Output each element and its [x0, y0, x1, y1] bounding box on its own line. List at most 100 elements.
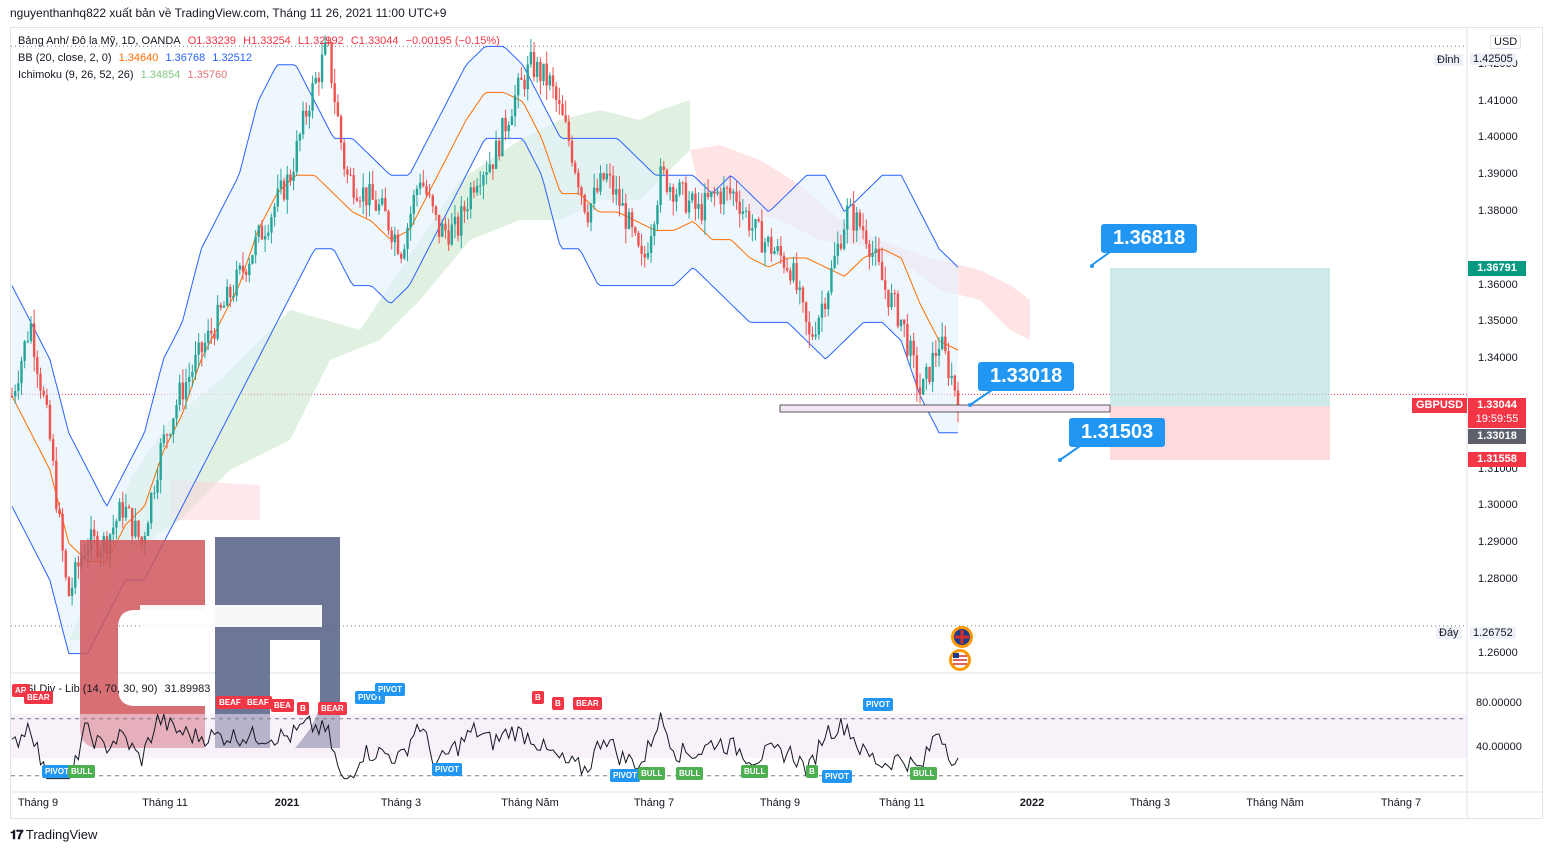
legend-symbol[interactable]: Bảng Anh/ Đô la Mỹ, 1D, OANDA — [18, 35, 181, 47]
candle-body — [684, 182, 688, 213]
candle-body — [716, 191, 719, 194]
candle-body — [691, 193, 694, 201]
candle-body — [865, 230, 868, 244]
candle-body — [343, 142, 346, 170]
candle-body — [406, 227, 409, 250]
price-tick: 1.40000 — [1478, 131, 1518, 144]
candle-body — [415, 188, 419, 195]
candle-body — [42, 390, 45, 396]
legend-ichimoku[interactable]: Ichimoku (9, 26, 52, 26) 1.34854 1.35760 — [18, 69, 231, 81]
candle-body — [17, 383, 20, 391]
candle-body — [811, 334, 814, 337]
candle-body — [409, 213, 412, 228]
candle-body — [194, 354, 197, 372]
candle-body — [912, 340, 915, 356]
entry-range-box[interactable] — [779, 404, 1111, 413]
currency-label[interactable]: USD — [1490, 35, 1522, 49]
take-profit-zone[interactable] — [1110, 268, 1330, 406]
candle-body — [339, 116, 343, 143]
candle-body — [380, 197, 384, 205]
candle-body — [308, 110, 311, 117]
candle-body — [317, 77, 321, 83]
candle-body — [39, 373, 42, 391]
price-tick: 1.41000 — [1478, 94, 1518, 107]
legend-bb-label: BB (20, close, 2, 0) — [18, 52, 112, 64]
candle-body — [387, 211, 390, 231]
target-callout-pointer — [1091, 251, 1111, 266]
last-price-tag: 1.33044 19:59:55 — [1468, 398, 1526, 428]
candle-body — [10, 396, 14, 397]
candle-body — [305, 110, 308, 117]
rsi-tick-80: 80.00000 — [1476, 697, 1522, 709]
time-tick: Tháng 9 — [759, 797, 801, 809]
legend-bb[interactable]: BB (20, close, 2, 0) 1.34640 1.36768 1.3… — [18, 52, 256, 64]
candle-body — [494, 140, 498, 169]
candle-body — [681, 182, 684, 184]
candle-body — [399, 253, 403, 259]
candle-body — [558, 100, 561, 104]
candle-body — [592, 187, 596, 204]
legend-rsi[interactable]: RSI Div - Lib (14, 70, 30, 90) 31.89983 — [18, 683, 214, 695]
candle-body — [238, 265, 241, 270]
candle-body — [320, 54, 324, 83]
candle-body — [93, 529, 96, 536]
candle-body — [637, 232, 640, 246]
stop-callout[interactable]: 1.31503 — [1069, 418, 1166, 447]
candle-body — [336, 102, 340, 117]
candle-body — [20, 360, 23, 384]
candle-body — [61, 513, 64, 551]
candle-body — [722, 187, 726, 205]
candle-body — [314, 77, 317, 84]
candle-body — [789, 270, 792, 281]
candle-body — [425, 185, 428, 195]
candle-body — [694, 193, 697, 209]
candle-body — [928, 366, 931, 382]
candle-body — [814, 334, 817, 337]
candle-body — [365, 187, 368, 206]
entry-callout[interactable]: 1.33018 — [978, 362, 1075, 391]
candle-body — [374, 199, 378, 211]
candle-body — [330, 42, 333, 84]
candle-body — [624, 202, 627, 229]
candle-body — [542, 63, 545, 82]
candle-body — [573, 162, 577, 173]
bollinger-lower — [11, 137, 958, 655]
price-tick: 1.35000 — [1478, 315, 1518, 328]
stop-loss-tag: 1.31558 — [1468, 452, 1526, 467]
stop-callout-anchor — [1058, 458, 1062, 462]
candle-body — [498, 140, 501, 157]
candle-body — [678, 182, 681, 195]
candle-body — [276, 188, 279, 207]
candle-body — [352, 175, 355, 198]
candle-body — [770, 236, 773, 254]
candle-body — [29, 323, 33, 342]
target-callout[interactable]: 1.36818 — [1101, 224, 1198, 253]
candle-body — [469, 187, 472, 210]
tradingview-brand[interactable]: 𝟏𝟕 TradingView — [10, 827, 97, 843]
candle-body — [899, 319, 903, 327]
candle-body — [263, 236, 267, 240]
rsi-badge-pivot: PIVOT — [432, 763, 463, 776]
candle-body — [934, 352, 938, 356]
candle-body — [36, 357, 39, 374]
candle-body — [311, 83, 314, 111]
candle-body — [13, 390, 17, 397]
candle-body — [887, 289, 890, 308]
candle-body — [32, 323, 36, 358]
candle-body — [763, 242, 767, 253]
candle-body — [915, 355, 919, 388]
candle-body — [301, 110, 305, 135]
price-tick: 1.38000 — [1478, 205, 1518, 217]
candle-body — [67, 577, 71, 596]
rsi-badge-bull: BULL — [638, 767, 666, 780]
time-tick: Tháng 11 — [879, 797, 925, 809]
candle-body — [216, 304, 219, 339]
candle-body — [646, 252, 650, 258]
candle-body — [232, 295, 235, 298]
take-profit-tag: 1.36791 — [1468, 261, 1526, 276]
tradingview-brand-label: TradingView — [25, 827, 98, 842]
candle-body — [567, 121, 571, 141]
candle-body — [333, 83, 336, 103]
candle-body — [596, 187, 599, 192]
